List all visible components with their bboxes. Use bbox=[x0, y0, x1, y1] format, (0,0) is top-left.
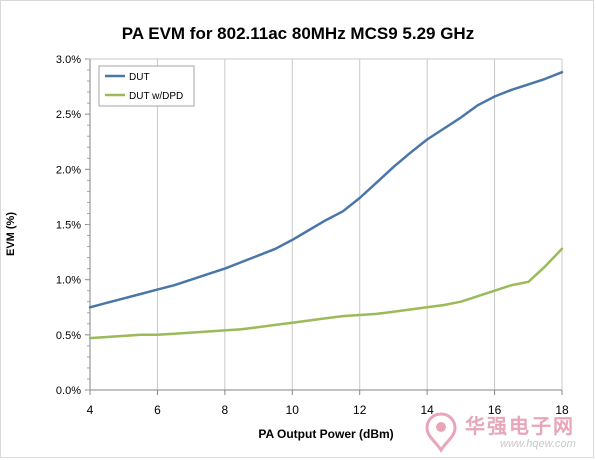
legend-box bbox=[98, 65, 195, 107]
legend-label: DUT bbox=[129, 72, 150, 83]
y-tick-label: 2.0% bbox=[56, 164, 81, 176]
x-tick-label: 18 bbox=[555, 403, 569, 417]
watermark-url: www.hqew.com bbox=[500, 438, 576, 450]
chart-title: PA EVM for 802.11ac 80MHz MCS9 5.29 GHz bbox=[121, 24, 475, 43]
axes bbox=[85, 58, 563, 395]
y-tick-label: 2.5% bbox=[56, 109, 81, 121]
watermark-logo-icon bbox=[425, 412, 457, 453]
x-tick-label: 10 bbox=[286, 403, 300, 417]
x-tick-label: 6 bbox=[154, 403, 161, 417]
x-tick-label: 12 bbox=[353, 403, 367, 417]
x-tick-label: 14 bbox=[420, 403, 434, 417]
y-tick-label: 3.0% bbox=[56, 54, 81, 66]
y-axis-title: EVM (%) bbox=[5, 212, 17, 256]
x-tick-label: 16 bbox=[488, 403, 502, 417]
series-lines bbox=[88, 70, 564, 340]
grid-lines bbox=[156, 59, 563, 390]
legend-label: DUT w/DPD bbox=[129, 91, 183, 102]
y-tick-labels: 0.0% 0.5% 1.0% 1.5% 2.0% 2.5% 3.0% bbox=[56, 54, 81, 397]
series-line-2 bbox=[88, 247, 564, 340]
x-tick-label: 4 bbox=[87, 403, 94, 417]
series-line-1 bbox=[88, 70, 564, 309]
x-tick-labels: 4 6 8 10 12 14 16 18 bbox=[87, 403, 569, 417]
y-tick-label: 1.0% bbox=[56, 275, 81, 287]
y-tick-label: 0.0% bbox=[56, 385, 81, 397]
watermark-text: 华强电子网 bbox=[465, 416, 575, 438]
y-tick-label: 1.5% bbox=[56, 220, 81, 232]
x-tick-label: 8 bbox=[222, 403, 229, 417]
y-tick-label: 0.5% bbox=[56, 330, 81, 342]
watermark: 华强电子网 www.hqew.com bbox=[418, 408, 594, 454]
legend: DUT DUT w/DPD bbox=[98, 65, 195, 107]
x-axis-title: PA Output Power (dBm) bbox=[258, 427, 394, 441]
